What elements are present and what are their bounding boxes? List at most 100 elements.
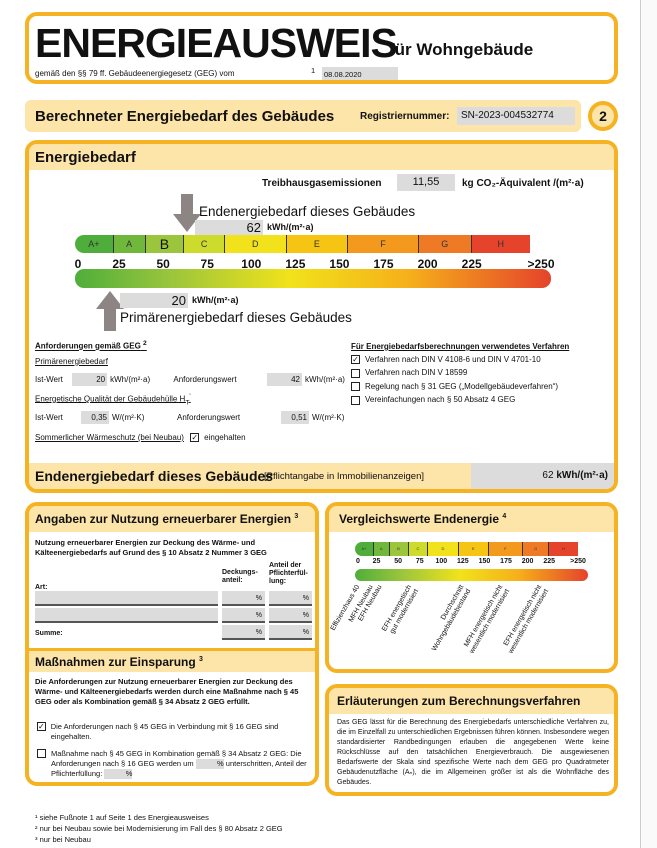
- final-unit: kWh/(m²·a): [556, 470, 608, 481]
- method-option[interactable]: ✓ Verfahren nach DIN V 4108-6 und DIN V 4…: [351, 355, 611, 365]
- footnote-ref: 4: [502, 513, 507, 520]
- footnote-ref: 1: [311, 66, 316, 75]
- scale-tick: 175: [500, 558, 512, 565]
- footnote: ¹ siehe Fußnote 1 auf Seite 1 des Energi…: [35, 813, 209, 822]
- method-checkbox[interactable]: [351, 395, 360, 405]
- primary-energy-unit: kWh/(m²·a): [192, 295, 239, 305]
- ghg-value: 11,55: [397, 174, 455, 191]
- primary-ist-value: 20: [71, 372, 108, 386]
- method-label: Verfahren nach DIN V 18599: [365, 368, 468, 378]
- unit: kWh/(m²·a): [304, 374, 345, 384]
- art-field[interactable]: [35, 608, 218, 623]
- comparison-ticks: 0 25 50 75 100 125 150 175 200 225 >250: [329, 558, 614, 568]
- anf-label: Anforderungswert: [177, 412, 241, 422]
- scrollbar[interactable]: [640, 0, 657, 848]
- footnote-ref: 2: [143, 340, 147, 347]
- percent-field[interactable]: %: [222, 591, 265, 606]
- renewables-intro: Nutzung erneuerbarer Energien zur Deckun…: [35, 538, 267, 557]
- method-option[interactable]: Regelung nach § 31 GEG („Modellgebäudeve…: [351, 381, 611, 392]
- method-option[interactable]: Vereinfachungen nach § 50 Absatz 4 GEG: [351, 395, 611, 405]
- energy-class-D: D: [428, 542, 459, 556]
- scale-tick: 225: [543, 558, 555, 565]
- energy-class-B: B: [389, 542, 409, 556]
- energy-class-G: G: [523, 542, 550, 556]
- hull-sub: T: [185, 398, 190, 406]
- scale-tick: >250: [527, 257, 555, 271]
- comparison-title: Vergleichswerte Endenergie: [339, 512, 500, 526]
- option-2-text: Maßnahme nach § 45 GEG in Kombination ge…: [51, 749, 302, 768]
- scale-tick: 125: [457, 558, 469, 565]
- percent-field[interactable]: %: [269, 625, 312, 640]
- option-2-checkbox[interactable]: [37, 749, 46, 758]
- percent-field[interactable]: %: [269, 608, 312, 623]
- percent-field[interactable]: %: [269, 591, 312, 606]
- page-number-badge: 2: [588, 101, 618, 131]
- explanation-title: Erläuterungen zum Berechnungsverfahren: [337, 694, 581, 708]
- measures-option-1: ✓ Die Anforderungen nach § 45 GEG in Verb…: [37, 722, 307, 742]
- method-checkbox[interactable]: [351, 382, 360, 392]
- method-option[interactable]: Verfahren nach DIN V 18599: [351, 368, 611, 378]
- energy-class-B: B: [145, 235, 185, 253]
- registration-label: Registriernummer:: [360, 111, 450, 122]
- hull-title: Energetische Qualität der Gebäudehülle H: [35, 394, 186, 404]
- energy-class-E: E: [286, 235, 349, 253]
- scale-ticks: 0 25 50 75 100 125 150 175 200 225 >250: [29, 257, 614, 271]
- footnote: ² nur bei Neubau sowie bei Modernisierun…: [35, 824, 283, 833]
- energy-class-Aplus: A+: [75, 235, 114, 253]
- reduction-field[interactable]: %: [195, 759, 224, 769]
- panel-header: Maßnahmen zur Einsparung 3: [29, 648, 315, 672]
- energy-class-E: E: [458, 542, 489, 556]
- method-checkbox[interactable]: [351, 368, 360, 378]
- arrow-down-icon: [173, 194, 201, 232]
- summer-text: eingehalten: [204, 432, 246, 442]
- energiebedarf-panel: Energiebedarf Treibhausgasemissionen 11,…: [25, 140, 618, 493]
- scale-tick: >250: [570, 558, 586, 565]
- scale-tick: 150: [329, 257, 350, 271]
- option-1-checkbox[interactable]: ✓: [37, 722, 46, 731]
- method-label: Regelung nach § 31 GEG („Modellgebäudeve…: [365, 381, 559, 391]
- col-anteil: Anteil der Pflichterfül-lung:: [269, 562, 308, 585]
- ist-label: Ist-Wert: [35, 374, 63, 384]
- registration-number: SN-2023-004532774: [457, 107, 575, 125]
- measures-intro: Die Anforderungen zur Nutzung erneuerbar…: [35, 677, 299, 706]
- energy-class-G: G: [418, 235, 472, 253]
- energy-class-scale: A+ A B C D E F G H: [75, 235, 551, 253]
- renewables-title: Angaben zur Nutzung erneuerbarer Energie…: [35, 512, 292, 526]
- footnote-ref: 3: [199, 656, 203, 663]
- final-label: Endenergiebedarf dieses Gebäudes: [35, 468, 274, 484]
- scale-tick: 0: [74, 257, 82, 271]
- primary-title: Primärenergiebedarf: [35, 356, 108, 366]
- scale-tick: 100: [435, 558, 448, 565]
- scale-tick: 200: [521, 558, 534, 565]
- summer-label: Sommerlicher Wärmeschutz (bei Neubau): [35, 432, 184, 442]
- method-checkbox[interactable]: ✓: [351, 355, 360, 365]
- share-field[interactable]: %: [104, 769, 133, 779]
- gradient-bar: [75, 269, 551, 288]
- section-bar: Berechneter Energiebedarf des Gebäudes R…: [25, 100, 581, 132]
- scale-tick: 125: [285, 257, 306, 271]
- energy-class-F: F: [348, 235, 419, 253]
- end-energy-value: 62: [195, 220, 263, 235]
- art-field[interactable]: [35, 591, 218, 606]
- percent-field[interactable]: %: [222, 625, 265, 640]
- method-label: Vereinfachungen nach § 50 Absatz 4 GEG: [365, 395, 516, 405]
- footnotes: ¹ siehe Fußnote 1 auf Seite 1 des Energi…: [35, 812, 283, 845]
- law-date: 08.08.2020: [322, 67, 398, 80]
- final-note: [Pflichtangabe in Immobilienanzeigen]: [264, 471, 425, 482]
- energy-class-H: H: [549, 542, 578, 556]
- summer-checkbox[interactable]: ✓: [190, 433, 200, 443]
- scale-tick: 75: [415, 558, 424, 565]
- end-energy-label: Endenergiebedarf dieses Gebäudes: [199, 204, 416, 219]
- page-number: 2: [599, 108, 607, 124]
- scale-tick: 50: [394, 558, 403, 565]
- ghg-label: Treibhausgasemissionen: [262, 178, 382, 189]
- percent-field[interactable]: %: [222, 608, 265, 623]
- panel-header: Vergleichswerte Endenergie 4: [329, 506, 614, 532]
- anf-label: Anforderungswert: [173, 374, 237, 384]
- energy-class-Aplus: A+: [355, 542, 374, 556]
- scale-tick: 25: [372, 558, 381, 565]
- method-label: Verfahren nach DIN V 4108-6 und DIN V 47…: [365, 355, 541, 364]
- energy-class-H: H: [471, 235, 530, 253]
- scale-tick: 175: [373, 257, 394, 271]
- comparison-label: EFH energetisch gut modernisiert: [381, 584, 421, 635]
